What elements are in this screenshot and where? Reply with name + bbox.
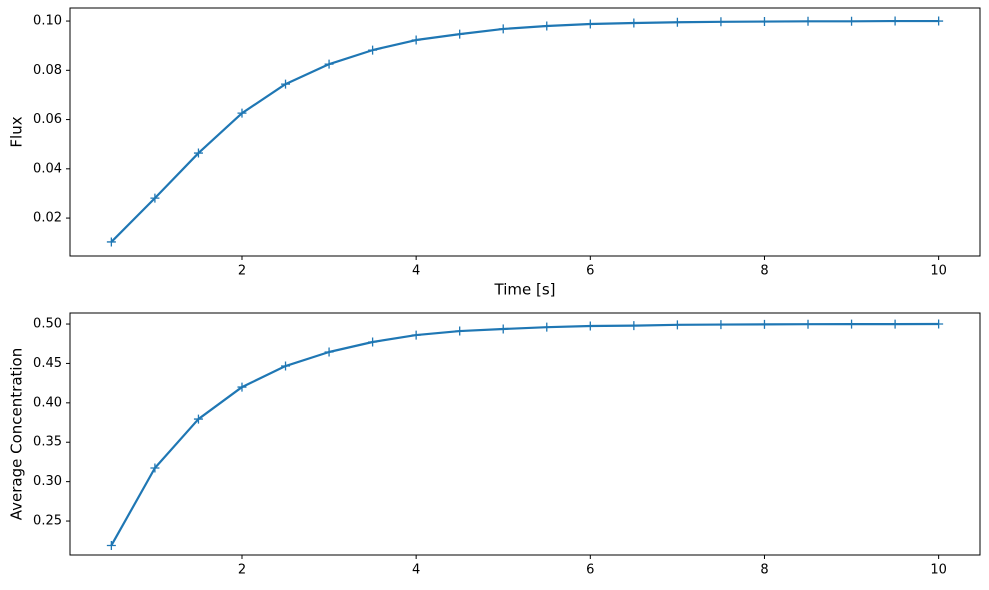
marker <box>150 463 160 473</box>
y-axis-label: Average Concentration <box>8 348 26 520</box>
marker <box>150 193 160 203</box>
marker <box>803 319 813 329</box>
marker <box>542 21 552 31</box>
marker <box>324 347 334 357</box>
marker <box>629 321 639 331</box>
marker <box>193 414 203 424</box>
marker <box>106 237 116 247</box>
y-axis-label: Flux <box>8 116 26 147</box>
y-tick-label: 0.35 <box>33 435 62 450</box>
marker <box>759 319 769 329</box>
x-tick-label: 6 <box>586 264 594 279</box>
y-tick-label: 0.04 <box>33 161 62 176</box>
data-line <box>110 322 939 547</box>
x-tick-label: 10 <box>930 264 947 279</box>
marker <box>847 16 857 26</box>
marker <box>716 320 726 330</box>
marker <box>934 16 944 26</box>
marker <box>368 337 378 347</box>
marker <box>498 324 508 334</box>
x-tick-label: 8 <box>760 563 768 578</box>
marker <box>368 45 378 55</box>
marker <box>672 320 682 330</box>
x-tick-label: 4 <box>412 563 420 578</box>
marker <box>890 16 900 26</box>
marker <box>716 17 726 27</box>
marker <box>585 19 595 29</box>
marker <box>803 16 813 26</box>
marker <box>411 35 421 45</box>
marker <box>281 361 291 371</box>
marker <box>324 59 334 69</box>
y-tick-label: 0.06 <box>33 112 62 127</box>
marker <box>455 326 465 336</box>
marker <box>193 148 203 158</box>
x-tick-label: 4 <box>412 264 420 279</box>
x-tick-label: 2 <box>238 264 246 279</box>
axes-frame <box>69 312 981 556</box>
data-line <box>110 19 939 243</box>
y-tick-label: 0.02 <box>33 211 62 226</box>
marker <box>890 319 900 329</box>
marker <box>672 17 682 27</box>
marker <box>106 540 116 550</box>
y-tick-label: 0.30 <box>33 474 62 489</box>
x-tick-label: 10 <box>930 563 947 578</box>
marker <box>847 319 857 329</box>
y-tick-label: 0.45 <box>33 356 62 371</box>
y-tick-label: 0.40 <box>33 395 62 410</box>
y-tick-label: 0.25 <box>33 514 62 529</box>
marker <box>629 18 639 28</box>
y-tick-label: 0.08 <box>33 63 62 78</box>
marker <box>585 321 595 331</box>
marker <box>542 322 552 332</box>
x-tick-label: 2 <box>238 563 246 578</box>
marker <box>281 79 291 89</box>
x-tick-label: 6 <box>586 563 594 578</box>
axes-frame <box>69 7 981 257</box>
y-tick-label: 0.50 <box>33 317 62 332</box>
marker <box>237 108 247 118</box>
y-tick-label: 0.10 <box>33 14 62 29</box>
marker <box>455 29 465 39</box>
marker <box>498 24 508 34</box>
marker <box>237 382 247 392</box>
marker <box>934 319 944 329</box>
marker <box>411 330 421 340</box>
marker <box>759 17 769 27</box>
x-tick-label: 8 <box>760 264 768 279</box>
x-axis-label: Time [s] <box>494 281 556 299</box>
